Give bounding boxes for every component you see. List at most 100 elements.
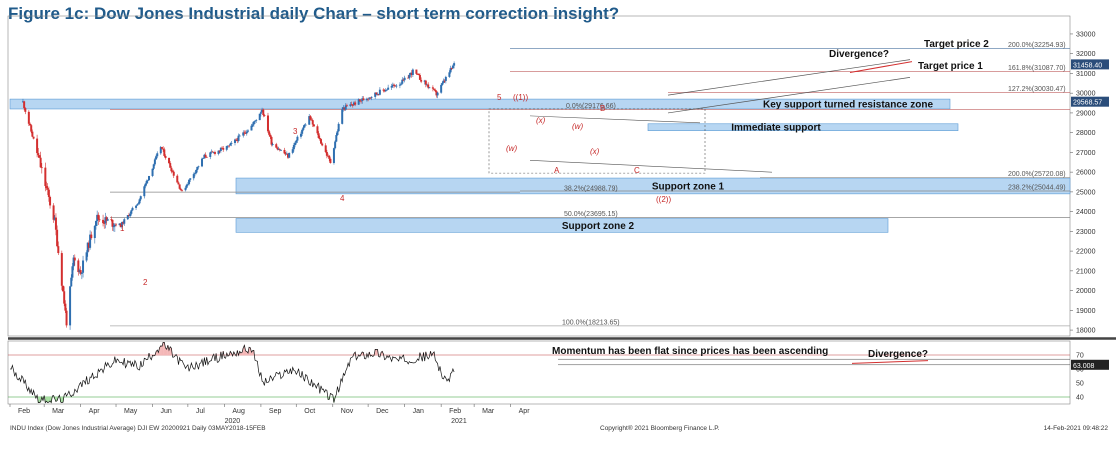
candle	[188, 179, 191, 185]
fib-level-label: 200.0%(25720.08)	[1008, 171, 1066, 178]
candle	[202, 158, 205, 159]
candle	[335, 135, 338, 142]
candle	[56, 229, 59, 247]
candle	[36, 138, 39, 154]
candle	[245, 131, 248, 134]
candle	[442, 80, 445, 83]
candle	[113, 224, 116, 227]
x-month-label: Feb	[18, 408, 30, 415]
candle	[185, 184, 188, 188]
candle	[180, 189, 183, 191]
candle	[284, 153, 287, 155]
candle	[361, 98, 364, 102]
level-price-flag: 29568.57	[1073, 100, 1102, 107]
candle	[266, 115, 269, 132]
support-zone-band	[647, 123, 959, 131]
candle	[271, 144, 274, 145]
y-tick-label: 32000	[1076, 51, 1096, 58]
candle	[269, 134, 272, 137]
candle	[377, 94, 380, 95]
candle	[362, 98, 365, 101]
candle	[370, 96, 373, 98]
candle	[410, 72, 413, 75]
candle	[164, 155, 167, 158]
candle	[332, 148, 335, 164]
candle	[94, 220, 97, 226]
wave-label: 2	[143, 278, 148, 287]
candle	[60, 253, 63, 286]
candle	[345, 105, 348, 107]
rsi-value-flag: 63.008	[1073, 363, 1095, 370]
candle	[176, 175, 179, 183]
support-zone-label: Immediate support	[731, 123, 821, 134]
candle	[420, 79, 423, 82]
x-month-label: Sep	[269, 408, 282, 415]
candle	[382, 89, 385, 91]
last-price-flag-bg	[1071, 59, 1109, 70]
candle	[122, 222, 125, 224]
candle	[79, 270, 82, 274]
candle	[337, 123, 340, 132]
candle	[283, 149, 286, 154]
candle	[102, 219, 105, 224]
candle	[69, 286, 72, 326]
candle	[221, 147, 224, 149]
candle	[96, 214, 99, 221]
candle	[416, 73, 419, 75]
candle	[259, 112, 262, 114]
candle	[436, 92, 439, 96]
candle	[411, 69, 414, 75]
candle	[448, 72, 451, 77]
candle	[193, 173, 196, 175]
candle	[49, 196, 52, 206]
candle	[312, 124, 315, 127]
x-month-label: Mar	[482, 408, 495, 415]
candle	[32, 136, 35, 139]
candle	[129, 213, 132, 217]
candle	[146, 180, 149, 182]
candle	[427, 84, 430, 88]
wave-upper-line	[529, 115, 701, 124]
candle	[222, 148, 225, 150]
candle	[299, 133, 302, 137]
candle	[435, 91, 438, 96]
candle	[304, 124, 307, 126]
y-tick-label: 23000	[1076, 229, 1096, 236]
candle	[213, 152, 216, 154]
candle	[285, 153, 288, 155]
x-month-label: Jun	[161, 408, 172, 415]
candle	[38, 155, 41, 158]
candle	[189, 178, 192, 180]
candle	[205, 156, 208, 158]
x-month-label: Mar	[52, 408, 65, 415]
candle	[451, 65, 454, 69]
candle	[27, 111, 30, 124]
support-zone-label: Key support turned resistance zone	[763, 100, 933, 111]
candle	[120, 222, 123, 228]
wave-label: ((1))	[513, 93, 528, 102]
y-tick-label: 22000	[1076, 249, 1096, 256]
candle	[390, 85, 393, 88]
wave-label: (x)	[536, 116, 546, 125]
candle	[31, 131, 34, 137]
candle	[196, 166, 199, 170]
candle	[219, 147, 222, 151]
candle	[352, 102, 355, 106]
y-tick-label: 27000	[1076, 150, 1096, 157]
candle	[401, 79, 404, 84]
wave-label: 3	[293, 127, 298, 136]
candle	[130, 210, 133, 214]
candle	[385, 89, 388, 91]
candle	[237, 135, 240, 141]
y-tick-label: 26000	[1076, 170, 1096, 177]
candle	[287, 153, 290, 158]
candle	[288, 152, 291, 158]
candle	[351, 104, 354, 106]
candle	[302, 127, 305, 130]
candle	[47, 189, 50, 197]
y-tick-label: 20000	[1076, 288, 1096, 295]
candle	[342, 107, 345, 110]
candle	[169, 163, 172, 168]
footer-copyright: Copyright® 2021 Bloomberg Finance L.P.	[600, 424, 720, 432]
